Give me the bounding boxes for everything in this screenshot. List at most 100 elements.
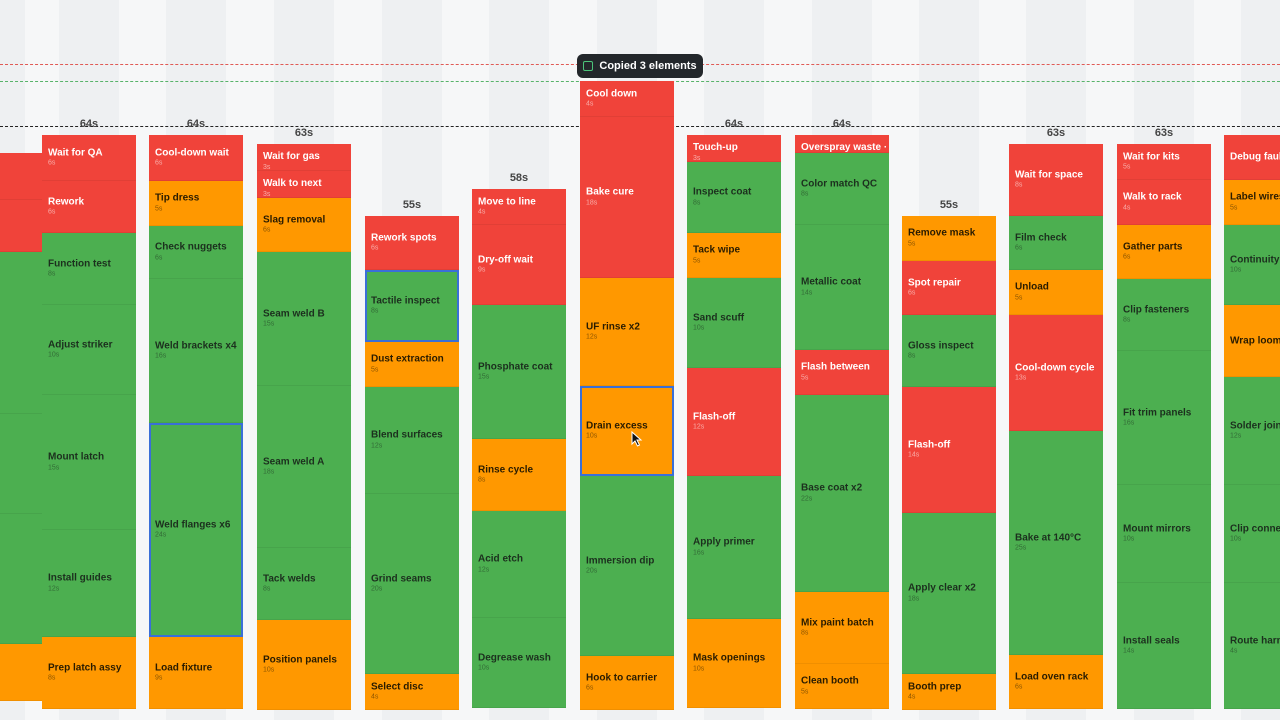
task-block[interactable]: Spot repair 6s — [902, 261, 996, 315]
task-block[interactable]: Gather parts 6s — [1117, 225, 1211, 279]
task-block[interactable]: Load fixture 9s — [149, 637, 243, 709]
task-label: Clip fasteners 8s — [1123, 304, 1189, 325]
task-block[interactable]: Mount mirrors 10s — [1117, 485, 1211, 583]
task-block[interactable]: Fit trim panels 16s — [1117, 351, 1211, 485]
task-label: Gloss inspect 8s — [908, 340, 974, 361]
task-block[interactable]: Move to line 4s — [472, 189, 566, 225]
task-block[interactable]: Flash between 5s — [795, 350, 889, 395]
task-block[interactable]: Cool-down cycle 13s — [1009, 315, 1103, 431]
task-name: Unload — [1015, 281, 1049, 293]
task-block[interactable]: Bake at 140°C 25s — [1009, 431, 1103, 655]
task-block[interactable]: Cool-down wait 6s — [149, 135, 243, 181]
task-block[interactable]: Mask openings 10s — [687, 619, 781, 708]
task-block[interactable]: Cool down 4s — [580, 81, 674, 117]
task-block[interactable]: Grind seams 20s — [365, 494, 459, 674]
task-block[interactable]: s — [0, 153, 42, 200]
task-block[interactable]: Tip dress 5s — [149, 181, 243, 226]
task-block[interactable]: Phosphate coat 15s — [472, 305, 566, 439]
task-block[interactable]: Remove mask 5s — [902, 216, 996, 261]
task-block[interactable] — [0, 514, 42, 644]
task-name: Remove mask — [908, 227, 976, 239]
task-block[interactable]: Hook to carrier 6s — [580, 656, 674, 710]
task-block[interactable]: Tack wipe 5s — [687, 233, 781, 278]
task-label: Blend surfaces 12s — [371, 430, 443, 451]
task-block[interactable]: Drain excess 10s — [580, 386, 674, 476]
task-duration: 6s — [263, 226, 271, 234]
task-name: Touch-up — [693, 142, 738, 153]
task-block[interactable]: Weld flanges x6 24s — [149, 423, 243, 637]
task-block[interactable]: Debug fault — [1224, 135, 1280, 180]
task-block[interactable]: Route harness4s — [1224, 583, 1280, 709]
task-label: Drain excess 10s — [586, 420, 648, 441]
task-block[interactable]: Unload 5s — [1009, 270, 1103, 315]
task-block[interactable]: Degrease wash 10s — [472, 618, 566, 708]
task-block[interactable]: Clip connectors10s — [1224, 485, 1280, 583]
task-block[interactable]: rs — [0, 414, 42, 514]
task-block[interactable]: UF rinse x2 12s — [580, 278, 674, 386]
task-block[interactable]: Metallic coat 14s — [795, 225, 889, 350]
task-block[interactable]: ome — [0, 252, 42, 414]
task-block[interactable]: Color match QC 8s — [795, 153, 889, 225]
task-block[interactable]: Tack welds 8s — [257, 548, 351, 620]
task-label: Prep latch assy 8s — [48, 662, 121, 683]
task-block[interactable]: Rework 6s — [42, 181, 136, 233]
task-block[interactable]: Slag removal 6s — [257, 198, 351, 252]
task-block[interactable]: Bake cure 18s — [580, 117, 674, 278]
task-block[interactable]: Wait for space 8s — [1009, 144, 1103, 216]
task-block[interactable]: Clean booth 5s — [795, 664, 889, 709]
task-block[interactable]: Wait for kits 5s — [1117, 144, 1211, 180]
task-label: Degrease wash 10s — [478, 652, 551, 673]
task-block[interactable]: Install guides 12s — [42, 530, 136, 637]
task-block[interactable]: Seam weld A 18s — [257, 386, 351, 548]
task-block[interactable]: Flash-off 14s — [902, 387, 996, 513]
task-block[interactable]: Position panels 10s — [257, 620, 351, 710]
task-block[interactable]: kts — [0, 644, 42, 701]
task-block[interactable]: Prep latch assy 8s — [42, 637, 136, 709]
task-block[interactable]: Select disc 4s — [365, 674, 459, 710]
task-block[interactable]: Mix paint batch 8s — [795, 592, 889, 664]
task-block[interactable]: Apply primer 16s — [687, 476, 781, 619]
task-block[interactable]: Overspray waste · 2s — [795, 135, 889, 153]
task-block[interactable]: ol — [0, 200, 42, 252]
task-block[interactable]: Function test 8s — [42, 233, 136, 305]
task-block[interactable]: Check nuggets 6s — [149, 226, 243, 279]
task-block[interactable]: Install seals 14s — [1117, 583, 1211, 709]
task-label: Dust extraction 5s — [371, 354, 444, 375]
task-label: Walk to rack 4s — [1123, 192, 1182, 213]
task-block[interactable]: Clip fasteners 8s — [1117, 279, 1211, 351]
task-block[interactable]: Tactile inspect 8s — [365, 270, 459, 342]
task-block[interactable]: Rework spots 6s — [365, 216, 459, 270]
task-block[interactable]: Blend surfaces 12s — [365, 387, 459, 494]
task-block[interactable]: Immersion dip 20s — [580, 476, 674, 656]
task-label: Continuity 10s — [1230, 254, 1279, 275]
task-block[interactable]: Weld brackets x4 16s — [149, 279, 243, 423]
task-block[interactable]: Booth prep 4s — [902, 674, 996, 710]
task-block[interactable]: Inspect coat 8s — [687, 162, 781, 233]
task-duration: 8s — [48, 674, 56, 682]
task-block[interactable]: Flash-off 12s — [687, 368, 781, 476]
task-block[interactable]: Continuity 10s — [1224, 225, 1280, 305]
task-block[interactable]: Rinse cycle 8s — [472, 439, 566, 511]
task-block[interactable]: Walk to next 3s — [257, 171, 351, 198]
task-block[interactable]: Dust extraction 5s — [365, 342, 459, 387]
task-block[interactable]: Dry-off wait 9s — [472, 225, 566, 305]
task-block[interactable]: Apply clear x2 18s — [902, 513, 996, 674]
task-block[interactable]: Seam weld B 15s — [257, 252, 351, 386]
task-block[interactable]: Film check 6s — [1009, 216, 1103, 270]
task-block[interactable]: Mount latch 15s — [42, 395, 136, 530]
task-block[interactable]: Wrap loom — [1224, 305, 1280, 377]
task-block[interactable]: Gloss inspect 8s — [902, 315, 996, 387]
task-block[interactable]: Acid etch 12s — [472, 511, 566, 618]
task-block[interactable]: Wait for gas 3s — [257, 144, 351, 171]
task-block[interactable]: Solder joints12s — [1224, 377, 1280, 485]
task-block[interactable]: Adjust striker 10s — [42, 305, 136, 395]
task-label: Touch-up 3s — [693, 142, 738, 161]
task-block[interactable]: Load oven rack 6s — [1009, 655, 1103, 709]
task-block[interactable]: Walk to rack 4s — [1117, 180, 1211, 225]
task-block[interactable]: Sand scuff 10s — [687, 278, 781, 368]
task-block[interactable]: Wait for QA 6s — [42, 135, 136, 181]
task-block[interactable]: Label wires 5s — [1224, 180, 1280, 225]
station-column: 55s Rework spots 6s Tactile inspect 8s Dust e… — [365, 0, 459, 710]
task-block[interactable]: Touch-up 3s — [687, 135, 781, 162]
task-block[interactable]: Base coat x2 22s — [795, 395, 889, 592]
